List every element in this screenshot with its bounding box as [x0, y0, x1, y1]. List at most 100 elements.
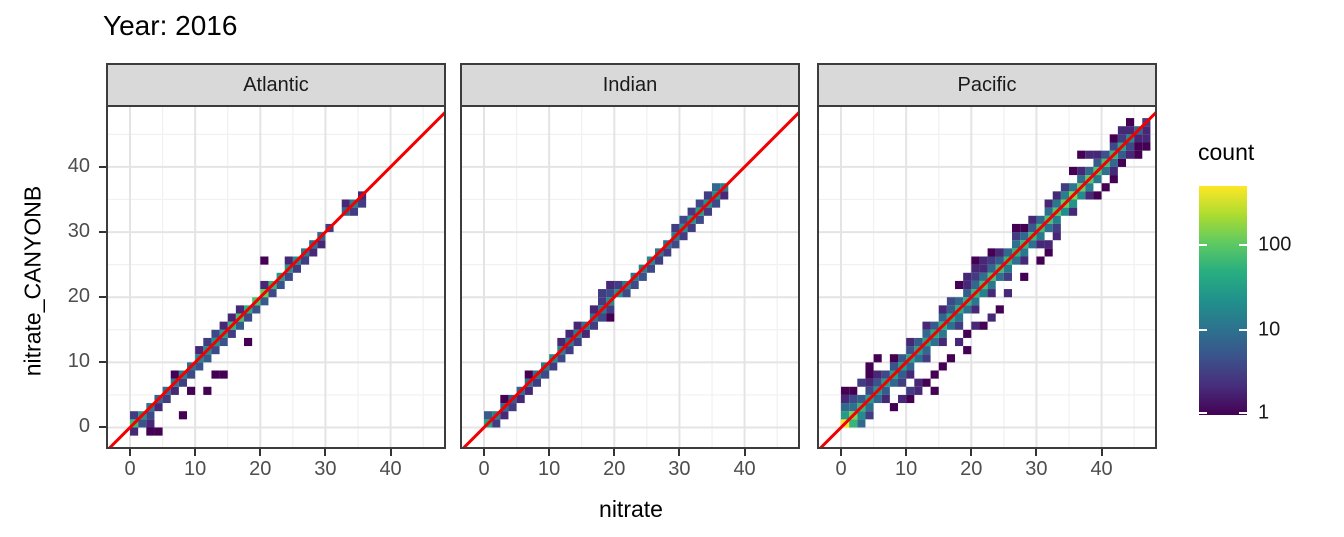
- facet-strip-label: Atlantic: [243, 73, 309, 96]
- bin-tile: [178, 411, 188, 420]
- bin-tile: [598, 297, 607, 306]
- bin-tile: [1020, 223, 1029, 233]
- legend-tick-mark: [1239, 329, 1247, 332]
- bin-tile: [227, 329, 236, 338]
- bin-tile: [1085, 150, 1094, 159]
- x-tick-mark: [905, 449, 908, 456]
- bin-tile: [873, 378, 882, 387]
- bin-tile: [1028, 223, 1037, 233]
- bin-tile: [1101, 166, 1110, 176]
- bin-tile: [712, 199, 721, 208]
- bin-tile: [484, 411, 493, 420]
- bin-tile: [703, 207, 713, 216]
- bin-tile: [930, 370, 939, 379]
- y-tick-label: 40: [67, 154, 90, 177]
- y-tick-mark: [99, 296, 106, 299]
- x-tick-label: 0: [478, 458, 490, 480]
- bin-tile: [1036, 240, 1045, 249]
- bin-tile: [857, 411, 866, 420]
- x-tick-label: 20: [960, 458, 983, 480]
- bin-tile: [1003, 264, 1013, 273]
- bin-tile: [195, 346, 204, 355]
- bin-tile: [260, 256, 269, 265]
- bin-tile: [671, 223, 680, 233]
- bin-tile: [1036, 256, 1045, 265]
- bin-tile: [898, 394, 907, 404]
- bin-tile: [987, 313, 996, 322]
- bin-tile: [301, 256, 310, 265]
- bin-tile: [1020, 248, 1029, 257]
- legend-tick-label: 100: [1258, 233, 1292, 256]
- bin-tile: [995, 305, 1004, 314]
- x-tick-mark: [548, 449, 551, 456]
- x-tick-label: 20: [603, 458, 626, 480]
- bin-tile: [1101, 150, 1110, 159]
- x-tick-label: 40: [379, 458, 402, 480]
- bin-tile: [987, 289, 996, 298]
- facet-panel-indian: [460, 105, 800, 449]
- bin-tile: [1109, 134, 1118, 143]
- x-tick-label: 10: [184, 458, 207, 480]
- bin-tile: [1109, 175, 1118, 184]
- bin-tile: [170, 386, 179, 395]
- bin-tile: [889, 378, 899, 387]
- bin-tile: [906, 362, 915, 371]
- bin-tile: [865, 411, 874, 420]
- panel-canvas: [108, 107, 444, 447]
- bin-tile: [130, 427, 139, 436]
- bin-tile: [906, 337, 915, 347]
- bin-tile: [1020, 272, 1029, 281]
- bin-tile: [946, 321, 956, 330]
- panel-canvas: [462, 107, 798, 447]
- bin-tile: [187, 386, 196, 395]
- x-tick-mark: [613, 449, 616, 456]
- bin-tile: [849, 419, 858, 428]
- bin-tile: [938, 313, 947, 322]
- bin-tile: [589, 321, 599, 330]
- bin-tile: [1142, 126, 1151, 135]
- facet-strip-indian: Indian: [460, 63, 800, 107]
- bin-tile: [849, 386, 858, 395]
- bin-tile: [606, 280, 615, 290]
- bin-tile: [995, 272, 1004, 281]
- bin-tile: [1003, 289, 1013, 298]
- bin-tile: [317, 240, 326, 249]
- x-tick-label: 30: [668, 458, 691, 480]
- facet-panel-atlantic: [106, 105, 446, 449]
- x-tick-label: 0: [124, 458, 136, 480]
- x-tick-mark: [129, 449, 132, 456]
- bin-tile: [598, 289, 607, 298]
- bin-tile: [276, 280, 285, 290]
- x-tick-label: 20: [249, 458, 272, 480]
- bin-tile: [178, 378, 188, 387]
- bin-tile: [349, 207, 359, 216]
- bin-tile: [219, 337, 228, 347]
- legend-tick-mark: [1199, 244, 1207, 247]
- bin-tile: [881, 370, 890, 379]
- bin-tile: [955, 337, 964, 347]
- bin-tile: [898, 378, 907, 387]
- panel-canvas: [819, 107, 1155, 447]
- bin-tile: [630, 280, 639, 290]
- bin-tile: [1101, 183, 1110, 192]
- bin-tile: [979, 289, 988, 298]
- bin-tile: [557, 354, 566, 363]
- bin-tile: [244, 313, 253, 322]
- bin-tile: [898, 370, 907, 379]
- bin-tile: [244, 337, 253, 347]
- bin-tile: [1052, 199, 1061, 208]
- bin-tile: [1142, 134, 1151, 143]
- bin-tile: [1044, 248, 1053, 257]
- x-tick-mark: [678, 449, 681, 456]
- legend-tick-mark: [1199, 412, 1207, 414]
- bin-tile: [1109, 158, 1118, 167]
- facet-strip-label: Pacific: [957, 73, 1017, 96]
- bin-tile: [873, 394, 882, 404]
- x-tick-label: 30: [1025, 458, 1048, 480]
- bin-tile: [889, 362, 899, 371]
- bin-tile: [260, 297, 269, 306]
- bin-tile: [268, 289, 277, 298]
- bin-tile: [187, 370, 196, 379]
- bin-tile: [1085, 183, 1094, 192]
- bin-tile: [235, 321, 245, 330]
